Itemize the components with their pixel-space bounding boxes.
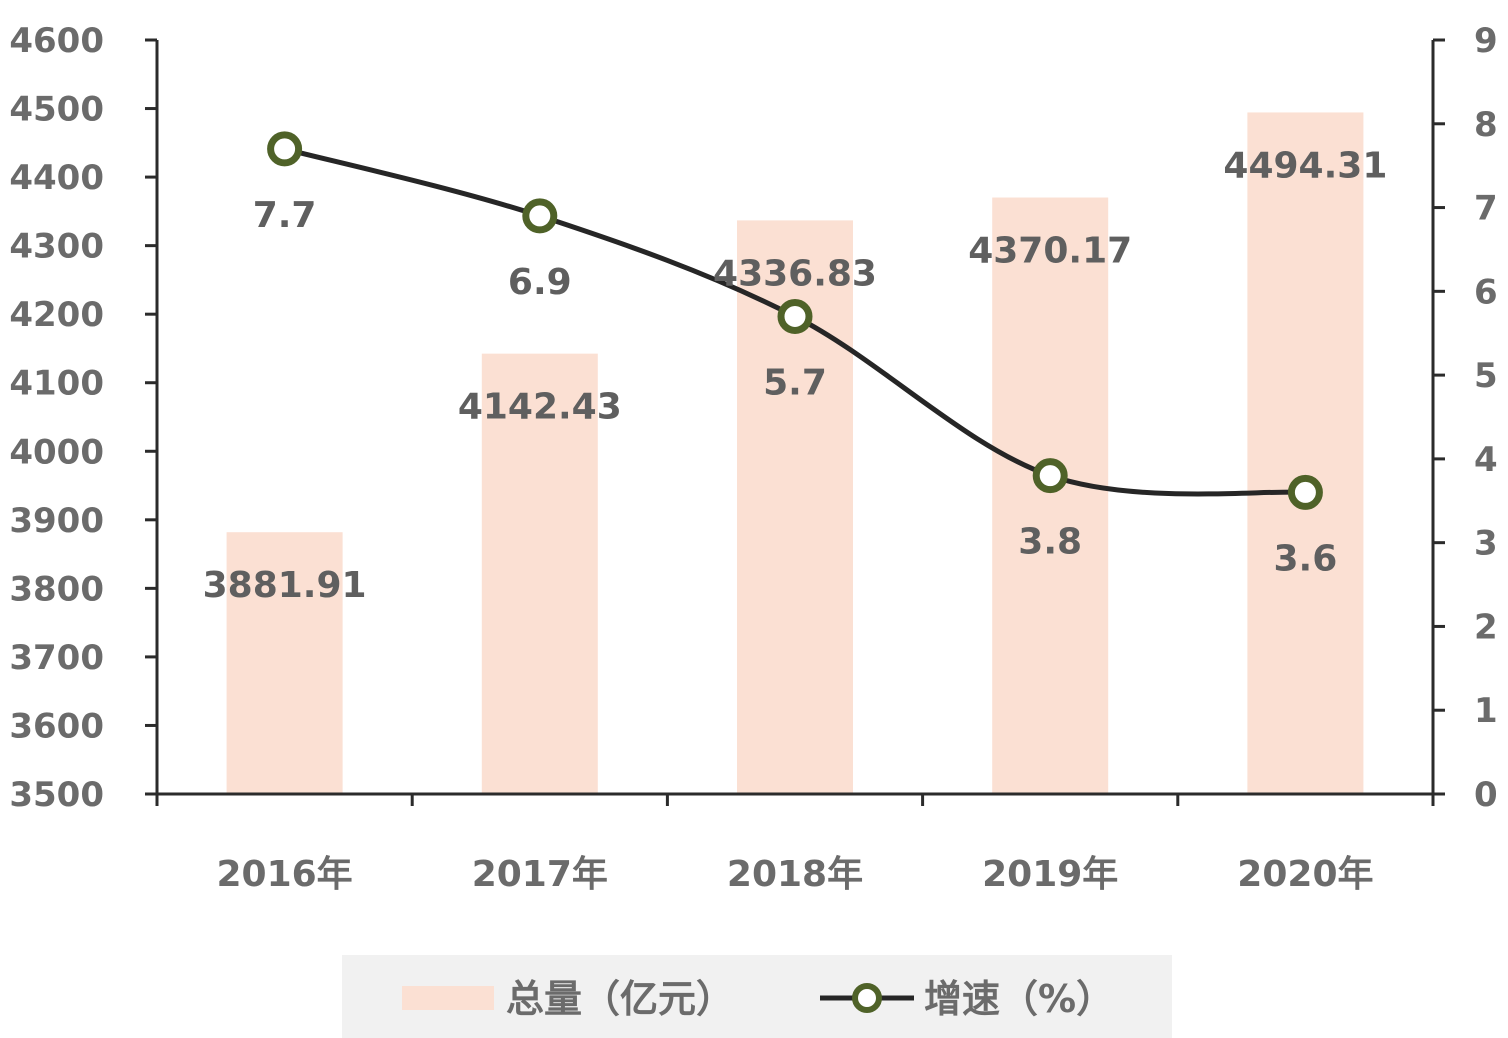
bar-value-label: 4370.17 [968, 231, 1132, 272]
y-left-tick-label: 4200 [9, 295, 104, 335]
y-left-tick-label: 3600 [9, 706, 104, 746]
growth-value-label: 6.9 [508, 262, 572, 303]
growth-point-3 [1032, 458, 1068, 494]
y-right-tick-label: 0 [1474, 775, 1498, 815]
y-left-tick-label: 3500 [9, 775, 104, 815]
growth-value-label: 7.7 [253, 195, 317, 236]
growth-point-1 [522, 198, 558, 234]
growth-point-0 [267, 131, 303, 167]
bar-3 [992, 197, 1109, 794]
y-left-tick-label: 3800 [9, 569, 104, 609]
bars-layer [226, 112, 1364, 795]
bar-value-label: 3881.91 [203, 565, 367, 606]
y-right-tick-label: 6 [1474, 272, 1498, 312]
legend: 总量（亿元） 增速（%） [342, 955, 1172, 1038]
growth-value-label: 3.8 [1018, 522, 1082, 563]
y-right-tick-label: 9 [1474, 21, 1498, 61]
growth-point-2 [777, 298, 813, 334]
y-left-tick-label: 4600 [9, 21, 104, 61]
y-right-tick-label: 5 [1474, 356, 1498, 396]
legend-bar-swatch [402, 986, 494, 1010]
axes-layer: 3500 3600 3700 3800 3900 4000 4100 4200 4300 4400… [9, 21, 1497, 895]
y-left-tick-label: 4100 [9, 364, 104, 404]
x-tick-label: 2019年 [982, 854, 1118, 895]
legend-line-marker [852, 983, 882, 1013]
bar-value-label: 4494.31 [1223, 145, 1387, 186]
y-right-tick-label: 4 [1474, 440, 1498, 480]
y-left-tick-label: 4400 [9, 158, 104, 198]
y-left-tick-label: 4500 [9, 90, 104, 130]
y-left-tick-label: 3700 [9, 638, 104, 678]
growth-value-label: 5.7 [763, 362, 827, 403]
growth-point-4 [1287, 474, 1323, 510]
x-tick-label: 2016年 [216, 854, 352, 895]
x-tick-label: 2017年 [472, 854, 608, 895]
line-layer [267, 131, 1323, 510]
y-right-tick-label: 1 [1474, 691, 1498, 731]
y-left-tick-label: 4300 [9, 227, 104, 267]
x-tick-label: 2018年 [727, 854, 863, 895]
bar-value-label: 4336.83 [713, 253, 877, 294]
y-right-tick-label: 3 [1474, 524, 1498, 564]
bar-1 [481, 353, 598, 794]
y-right-tick-label: 7 [1474, 189, 1498, 229]
y-left-tick-label: 4000 [9, 432, 104, 472]
bar-0 [226, 532, 343, 794]
bar-4 [1247, 112, 1364, 795]
y-right-tick-label: 2 [1474, 607, 1498, 647]
growth-value-label: 3.6 [1274, 538, 1338, 579]
bar-value-label: 4142.43 [458, 387, 622, 428]
y-right-tick-label: 8 [1474, 105, 1498, 145]
legend-bar-label: 总量（亿元） [506, 977, 734, 1021]
y-left-tick-label: 3900 [9, 501, 104, 541]
data-labels-layer: 3881.91 4142.43 4336.83 4370.17 4494.31 7.7 6.… [203, 145, 1388, 606]
x-tick-label: 2020年 [1237, 854, 1373, 895]
legend-line-label: 增速（%） [924, 977, 1114, 1021]
